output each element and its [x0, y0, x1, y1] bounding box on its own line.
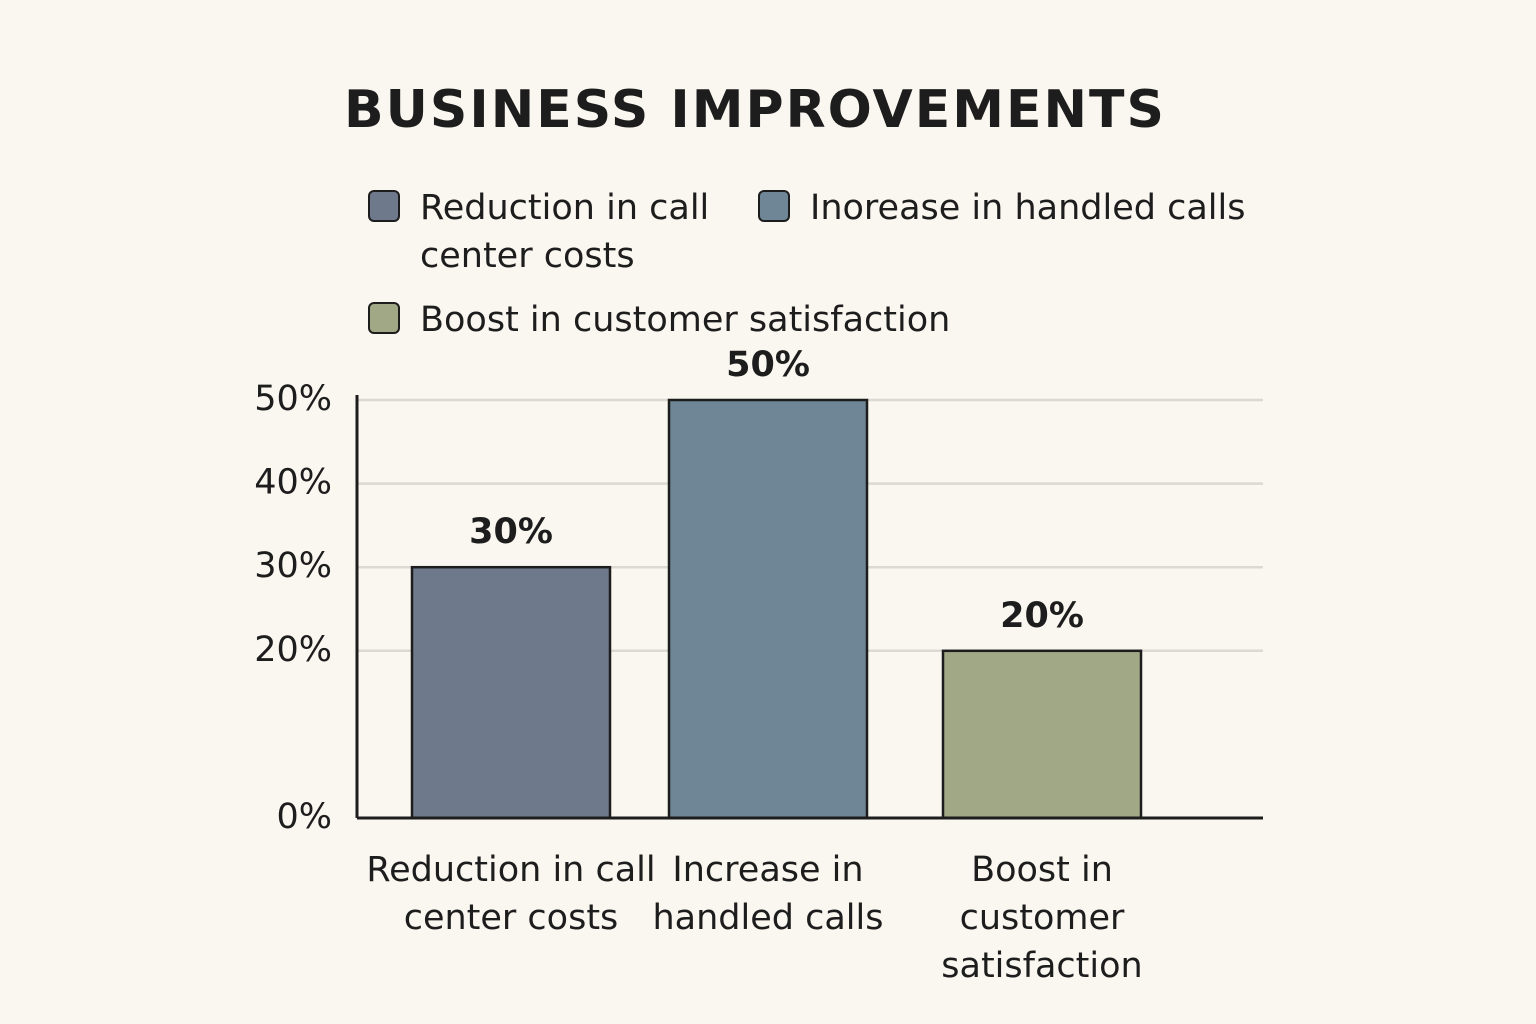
- y-tick-label: 50%: [254, 379, 332, 419]
- x-tick-label: Reduction in call center costs: [366, 850, 656, 938]
- y-tick-label: 30%: [254, 546, 332, 586]
- chart-title: BUSINESS IMPROVEMENTS: [344, 80, 1166, 140]
- value-label: 20%: [1000, 596, 1084, 636]
- y-tick-label: 0%: [276, 797, 332, 837]
- legend-label: Reduction in call center costs: [420, 188, 710, 276]
- legend-swatch: [758, 190, 790, 222]
- x-tick-label: Boost in customer satisfaction: [941, 850, 1143, 986]
- legend-label: Inorease in handled calls: [810, 188, 1246, 228]
- value-label: 50%: [726, 345, 810, 385]
- bar: [410, 565, 612, 820]
- y-tick-label: 20%: [254, 630, 332, 670]
- legend-swatch: [368, 302, 400, 334]
- legend-item: Reduction in call center costs: [368, 184, 728, 280]
- bar: [941, 649, 1143, 820]
- x-tick-label: Increase in handled calls: [652, 850, 884, 938]
- legend-swatch: [368, 190, 400, 222]
- legend-label: Boost in customer satisfaction: [420, 300, 951, 340]
- bar: [667, 398, 869, 820]
- value-label: 30%: [469, 512, 553, 552]
- legend-item: Inorease in handled calls: [758, 184, 1278, 232]
- legend-item: Boost in customer satisfaction: [368, 296, 1008, 344]
- y-tick-label: 40%: [254, 463, 332, 503]
